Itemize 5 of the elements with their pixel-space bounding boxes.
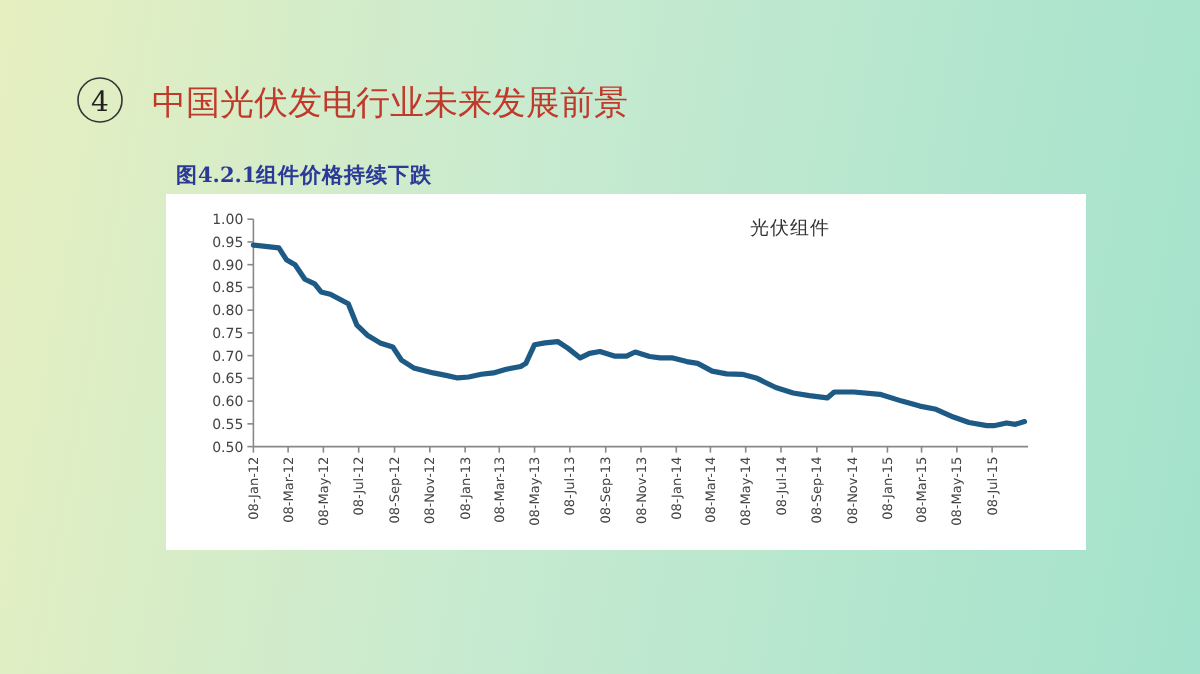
line-series [250,242,1028,429]
chart-subtitle: 图4.2.1组件价格持续下跌 [176,162,435,188]
text: 光伏组件 [750,216,830,240]
text: 4 [91,87,110,119]
chart-title: 中国光伏发电行业未来发展前景 [152,84,628,124]
